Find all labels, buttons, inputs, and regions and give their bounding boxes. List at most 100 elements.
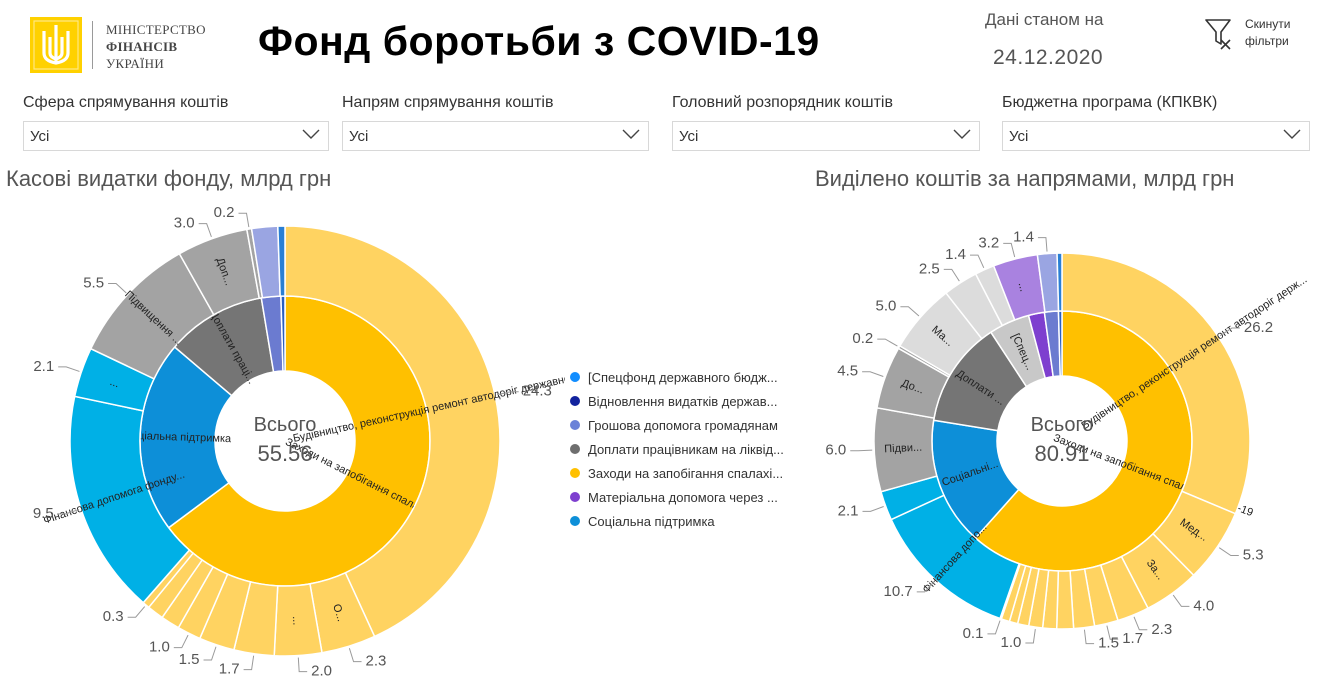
- leader-line: [1106, 625, 1119, 640]
- filter-dropdown[interactable]: Усі: [1002, 121, 1310, 151]
- data-label: 2.0: [311, 663, 332, 680]
- filter-label: Напрям спрямування коштів: [342, 94, 554, 111]
- logo-text: МІНІСТЕРСТВО ФІНАНСІВ УКРАЇНИ: [106, 21, 206, 72]
- data-label: 4.0: [1193, 597, 1214, 614]
- chevron-down-icon: [953, 129, 971, 139]
- data-label: 1.5: [179, 651, 200, 668]
- outer-segment-label: О...: [330, 603, 347, 623]
- logo-line-1: МІНІСТЕРСТВО: [106, 22, 206, 37]
- legend-item[interactable]: Доплати працівникам на ліквід...: [570, 437, 802, 461]
- reset-label-line-2: фільтри: [1245, 34, 1289, 48]
- filter-main-manager: Головний розпорядник коштів Усі: [672, 94, 980, 151]
- data-label: 0.2: [852, 330, 873, 347]
- filter-value: Усі: [349, 128, 369, 145]
- legend-label: Заходи на запобігання спалахі...: [588, 465, 784, 481]
- legend-item[interactable]: Відновлення видатків держав...: [570, 389, 802, 413]
- leader-line: [1133, 616, 1148, 631]
- data-label: 24.3: [523, 383, 552, 400]
- center-hole: [215, 371, 355, 511]
- chevron-down-icon: [622, 129, 640, 139]
- leader-line: [238, 212, 250, 228]
- legend-swatch: [570, 420, 580, 430]
- data-label: 1.5: [1098, 635, 1119, 652]
- leader-line: [877, 338, 898, 347]
- leader-line: [970, 254, 985, 269]
- filter-dropdown[interactable]: Усі: [23, 121, 329, 151]
- data-label: 0.2: [214, 204, 235, 221]
- leader-line: [58, 366, 80, 372]
- left-chart-title: Касові видатки фонду, млрд грн: [6, 166, 332, 191]
- legend-item[interactable]: Заходи на запобігання спалахі...: [570, 461, 802, 485]
- reset-filters-button[interactable]: Скинути фільтри: [1205, 16, 1305, 56]
- logo-line-2: ФІНАНСІВ: [106, 39, 178, 54]
- center-label: Всього: [1031, 414, 1094, 436]
- leader-line: [1083, 629, 1095, 645]
- filter-value: Усі: [679, 128, 699, 145]
- logo-line-3: УКРАЇНИ: [106, 56, 165, 71]
- data-label: 1.7: [219, 661, 240, 678]
- filter-dropdown[interactable]: Усі: [672, 121, 980, 151]
- legend-label: Соціальна підтримка: [588, 513, 715, 529]
- outer-segment[interactable]: [1061, 252, 1251, 515]
- leader-line: [297, 657, 308, 673]
- outer-segment[interactable]: [284, 225, 501, 638]
- leader-line: [862, 371, 884, 377]
- legend-label: Грошова допомога громадянам: [588, 417, 778, 433]
- leader-line: [1219, 327, 1240, 337]
- leader-line: [57, 508, 80, 515]
- chart-legend: [Спецфонд державного бюдж... Відновлення…: [570, 365, 802, 533]
- legend-swatch: [570, 372, 580, 382]
- legend-swatch: [570, 444, 580, 454]
- filter-funding-direction: Напрям спрямування коштів Усі: [342, 94, 649, 151]
- leader-line: [900, 306, 920, 317]
- legend-swatch: [570, 396, 580, 406]
- allocated-funds-sunburst[interactable]: Заходи на запобігання спалаху COVID-19Со…: [805, 195, 1331, 700]
- leader-line: [198, 223, 212, 238]
- filter-label: Головний розпорядник коштів: [672, 94, 893, 111]
- center-value: 55.56: [257, 441, 312, 466]
- leader-line: [850, 449, 873, 452]
- leader-line: [1037, 237, 1048, 252]
- legend-item[interactable]: [Спецфонд державного бюдж...: [570, 365, 802, 389]
- data-label: 2.3: [1151, 621, 1172, 638]
- filter-clear-icon: [1205, 19, 1231, 50]
- outer-segment[interactable]: [1055, 569, 1075, 630]
- leader-line: [943, 268, 960, 282]
- filter-budget-program: Бюджетна програма (КПКВК) Усі: [1002, 94, 1310, 151]
- cash-expenses-sunburst[interactable]: Заходи на запобігання спалаху COVID-19Со…: [0, 195, 565, 700]
- ministry-logo: МІНІСТЕРСТВО ФІНАНСІВ УКРАЇНИ: [30, 17, 230, 77]
- leader-line: [108, 282, 127, 294]
- data-label: 1.4: [1013, 229, 1034, 246]
- center-value: 80.91: [1034, 441, 1089, 466]
- data-label: 3.0: [174, 215, 195, 232]
- filter-funding-sphere: Сфера спрямування коштів Усі: [23, 94, 329, 151]
- legend-item[interactable]: Грошова допомога громадянам: [570, 413, 802, 437]
- legend-item[interactable]: Соціальна підтримка: [570, 509, 802, 533]
- legend-label: [Спецфонд державного бюдж...: [588, 369, 778, 385]
- leader-line: [862, 506, 884, 512]
- outer-segment-label: ...: [108, 376, 121, 390]
- data-label: 5.5: [83, 274, 104, 291]
- leader-line: [1025, 629, 1036, 644]
- data-label: 2.3: [366, 653, 387, 670]
- data-label: 5.3: [1243, 547, 1264, 564]
- filter-dropdown[interactable]: Усі: [342, 121, 649, 151]
- outer-segment-label: ...: [1016, 281, 1030, 293]
- reset-label-line-1: Скинути: [1245, 17, 1291, 31]
- outer-segment[interactable]: [1056, 252, 1063, 312]
- center-hole: [997, 376, 1127, 506]
- logo-divider: [92, 21, 93, 69]
- chevron-down-icon: [1283, 129, 1301, 139]
- leader-line: [203, 646, 217, 661]
- trident-emblem-icon: [30, 17, 82, 73]
- legend-swatch: [570, 468, 580, 478]
- inner-segment-label: Соціальна підтримка: [124, 430, 232, 446]
- outer-segment[interactable]: [277, 225, 286, 297]
- outer-segment-label: Підви...: [884, 442, 922, 456]
- legend-item[interactable]: Матеріальна допомога через ...: [570, 485, 802, 509]
- page-title: Фонд боротьби з COVID-19: [258, 18, 820, 64]
- legend-swatch: [570, 492, 580, 502]
- data-label: 0.3: [103, 608, 124, 625]
- data-label: 5.0: [876, 298, 897, 315]
- filter-label: Бюджетна програма (КПКВК): [1002, 94, 1218, 111]
